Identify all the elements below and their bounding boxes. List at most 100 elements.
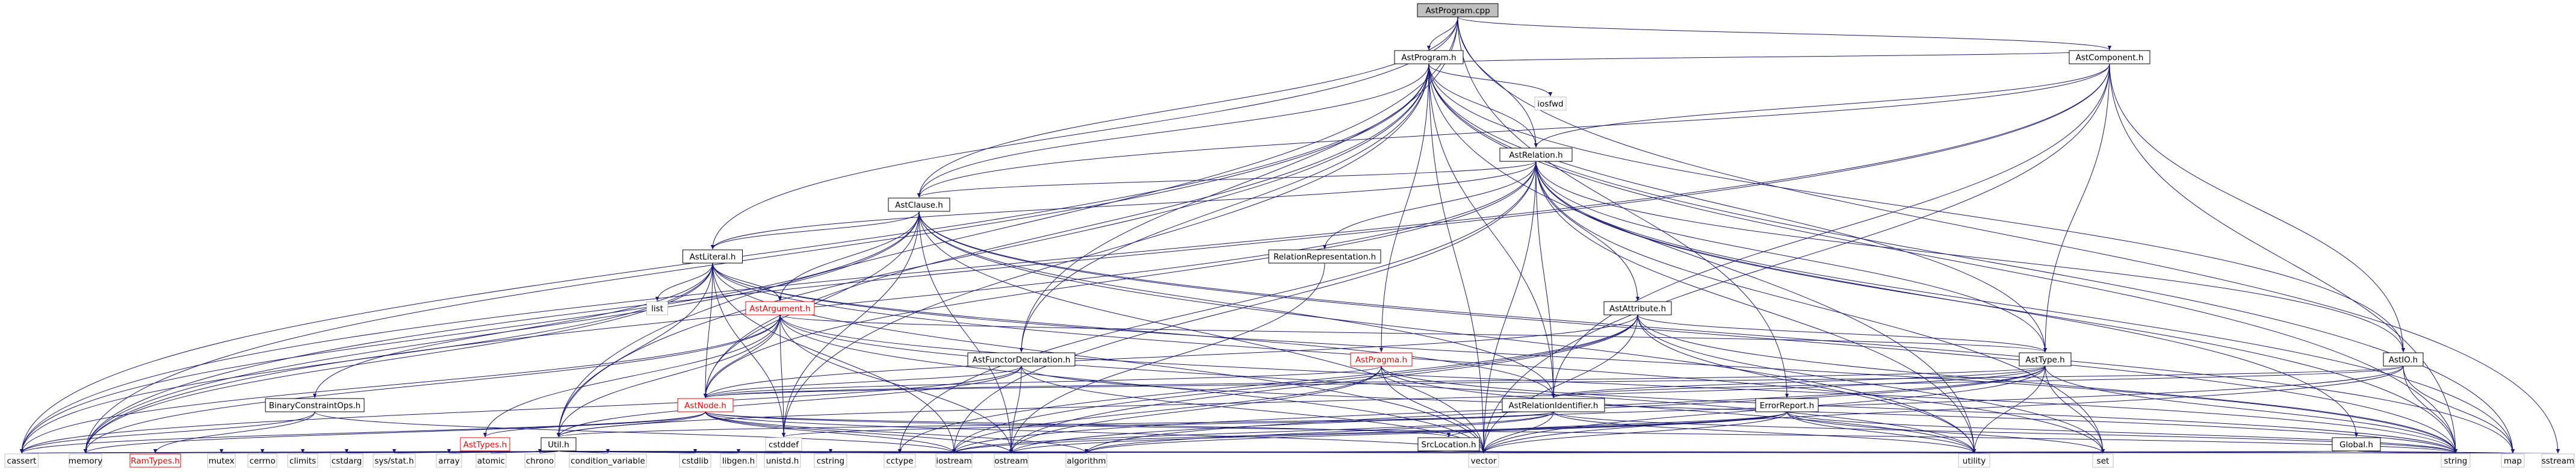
node-label: AstType.h xyxy=(2025,355,2064,365)
node-AstLiteral_h[interactable]: AstLiteral.h xyxy=(683,249,743,264)
node-ErrorReport_h[interactable]: ErrorReport.h xyxy=(1755,398,1819,412)
node-AstArgument_h[interactable]: AstArgument.h xyxy=(745,301,815,315)
node-box xyxy=(1417,3,1499,17)
edge-AstProgram_cpp-to-AstFunctorDeclaration_h xyxy=(1019,16,1458,353)
edge-AstAttribute_h-to-utility xyxy=(1637,314,1977,454)
edge-AstRelation_h-to-vector xyxy=(1481,161,1537,454)
include-nodes: AstProgram.cpp AstProgram.h iosfwd AstCompo… xyxy=(4,3,2575,468)
edge-AstArgument_h-to-Util_h xyxy=(556,314,781,438)
node-label: map xyxy=(2504,456,2522,466)
edge-AstRelation_h-to-AstClause_h xyxy=(917,161,1537,198)
node-label: Global.h xyxy=(2339,440,2373,450)
node-map: map xyxy=(2501,453,2525,468)
edge-AstNode_h-to-cassert xyxy=(20,411,706,454)
edge-AstLiteral_h-to-Util_h xyxy=(556,262,713,438)
node-mutex: mutex xyxy=(207,453,236,468)
edge-AstAttribute_h-to-cctype xyxy=(897,314,1638,454)
node-box xyxy=(745,301,815,315)
edge-AstIO_h-to-AstRelationIdentifier_h xyxy=(1552,365,2404,399)
edge-AstRelation_h-to-set xyxy=(1535,161,2105,454)
node-AstPragma_h[interactable]: AstPragma.h xyxy=(1350,352,1413,367)
node-label: AstNode.h xyxy=(684,401,726,411)
node-box xyxy=(814,453,847,468)
node-RamTypes_h[interactable]: RamTypes.h xyxy=(129,453,181,468)
node-BinaryConstraintOps_h[interactable]: BinaryConstraintOps.h xyxy=(265,398,365,412)
node-box xyxy=(1755,398,1819,412)
node-memory: memory xyxy=(69,453,102,468)
edge-AstLiteral_h-to-iostream xyxy=(712,262,956,454)
node-AstRelationIdentifier_h[interactable]: AstRelationIdentifier.h xyxy=(1502,398,1605,412)
node-box xyxy=(935,453,973,468)
node-SrcLocation_h[interactable]: SrcLocation.h xyxy=(1417,437,1480,452)
edge-ErrorReport_h-to-vector xyxy=(1481,411,1788,454)
node-Util_h[interactable]: Util.h xyxy=(540,437,577,452)
edge-AstComponent_h-to-AstClause_h xyxy=(917,63,2110,198)
node-label: cstddef xyxy=(769,440,799,450)
node-box xyxy=(69,453,102,468)
node-algorithm: algorithm xyxy=(1065,453,1107,468)
node-AstTypes_h[interactable]: AstTypes.h xyxy=(460,437,510,452)
node-box xyxy=(994,453,1029,468)
node-box xyxy=(524,453,556,468)
edge-AstType_h-to-utility xyxy=(1972,365,2046,454)
edge-AstFunctorDeclaration_h-to-string xyxy=(1021,365,2457,454)
node-cstddef: cstddef xyxy=(765,437,802,452)
node-climits: climits xyxy=(287,453,318,468)
edge-AstClause_h-to-ostream xyxy=(918,211,1014,454)
edge-AstProgram_h-to-iosfwd xyxy=(1428,63,1553,97)
node-label: cstring xyxy=(817,456,844,466)
node-label: array xyxy=(438,456,459,466)
edge-AstClause_h-to-AstArgument_h xyxy=(778,211,920,302)
node-box xyxy=(569,453,647,468)
node-box xyxy=(2019,352,2072,367)
edge-AstClause_h-to-cstddef xyxy=(781,211,920,438)
edge-SrcLocation_h-to-utility xyxy=(1448,449,1975,454)
node-chrono: chrono xyxy=(524,453,556,468)
node-AstClause_h[interactable]: AstClause.h xyxy=(888,197,950,212)
edge-AstProgram_h-to-map xyxy=(1428,63,2515,454)
node-box xyxy=(2092,453,2114,468)
include-edges xyxy=(19,16,2560,454)
node-box xyxy=(330,453,364,468)
node-Global_h[interactable]: Global.h xyxy=(2332,437,2381,452)
node-box xyxy=(1468,453,1499,468)
node-libgen_h: libgen.h xyxy=(720,453,757,468)
node-box xyxy=(1958,453,1990,468)
node-box xyxy=(2541,453,2575,468)
node-label: RelationRepresentation.h xyxy=(1274,252,1376,262)
node-RelationRepresentation_h[interactable]: RelationRepresentation.h xyxy=(1268,249,1381,264)
node-AstIO_h[interactable]: AstIO.h xyxy=(2383,352,2424,367)
node-array: array xyxy=(436,453,462,468)
edge-AstProgram_h-to-vector xyxy=(1428,63,1486,454)
node-condition_variable: condition_variable xyxy=(569,453,647,468)
node-AstProgram_cpp[interactable]: AstProgram.cpp xyxy=(1417,3,1499,17)
edge-AstIO_h-to-ostream xyxy=(1009,365,2404,454)
edge-AstComponent_h-to-AstIO_h xyxy=(2109,63,2406,353)
edge-AstIO_h-to-string xyxy=(2403,365,2458,454)
edge-AstProgram_h-to-AstPragma_h xyxy=(1379,63,1429,353)
edge-AstAttribute_h-to-AstNode_h xyxy=(703,314,1638,399)
node-AstNode_h[interactable]: AstNode.h xyxy=(677,398,734,412)
node-AstType_h[interactable]: AstType.h xyxy=(2019,352,2072,367)
edge-AstArgument_h-to-cassert xyxy=(19,314,781,454)
node-AstProgram_h[interactable]: AstProgram.h xyxy=(1394,50,1464,64)
node-cstring: cstring xyxy=(814,453,847,468)
node-label: iosfwd xyxy=(1537,99,1563,109)
node-iosfwd: iosfwd xyxy=(1534,96,1567,111)
node-box xyxy=(1268,249,1381,264)
edge-AstLiteral_h-to-AstRelationIdentifier_h xyxy=(712,262,1556,399)
node-box xyxy=(207,453,236,468)
node-label: AstIO.h xyxy=(2389,355,2418,365)
edge-AstProgram_cpp-to-AstComponent_h xyxy=(1457,16,2111,51)
node-AstRelation_h[interactable]: AstRelation.h xyxy=(1499,148,1573,162)
edge-AstLiteral_h-to-list xyxy=(655,262,713,302)
edge-AstArgument_h-to-cstddef xyxy=(779,314,786,438)
node-AstFunctorDeclaration_h[interactable]: AstFunctorDeclaration.h xyxy=(967,352,1076,367)
node-AstAttribute_h[interactable]: AstAttribute.h xyxy=(1603,301,1672,315)
edge-AstLiteral_h-to-cassert xyxy=(19,262,713,454)
node-AstComponent_h[interactable]: AstComponent.h xyxy=(2069,50,2150,64)
edge-AstLiteral_h-to-memory xyxy=(83,262,713,454)
node-set: set xyxy=(2092,453,2114,468)
edge-Util_h-to-condition_variable xyxy=(558,449,610,454)
edge-AstRelation_h-to-AstNode_h xyxy=(703,161,1537,399)
